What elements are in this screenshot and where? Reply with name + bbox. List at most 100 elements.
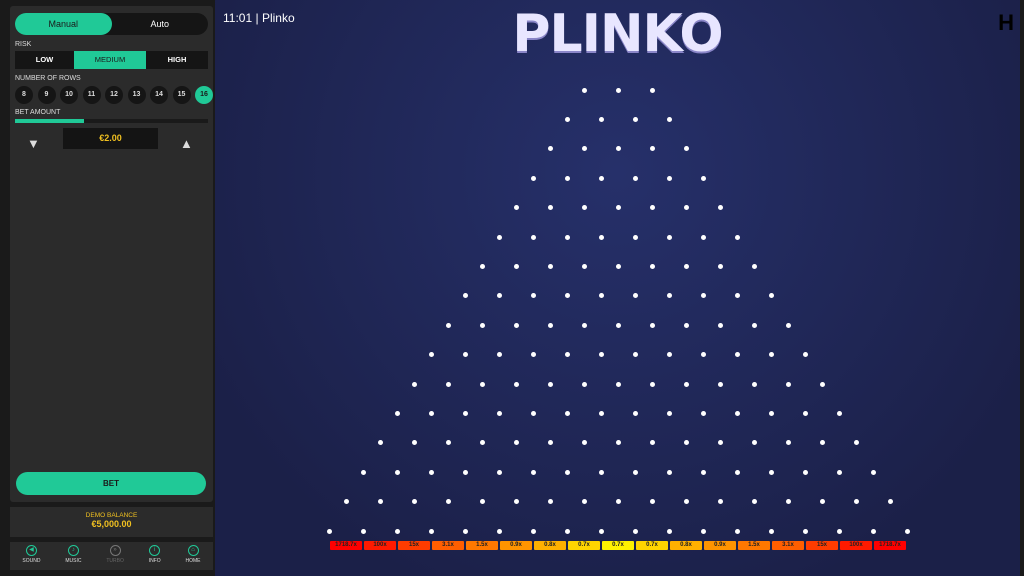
- peg: [751, 381, 757, 387]
- peg: [479, 499, 485, 505]
- multiplier-slot: 0.8x: [534, 541, 566, 550]
- clock: 11:01: [223, 11, 253, 25]
- increase-bet-icon[interactable]: ▲: [180, 136, 193, 151]
- risk-low-button[interactable]: LOW: [35, 55, 54, 64]
- rows-12-button[interactable]: 12: [105, 86, 123, 104]
- peg: [785, 381, 791, 387]
- peg: [530, 410, 536, 416]
- peg: [632, 116, 638, 122]
- info-label: INFO: [148, 558, 161, 564]
- peg: [462, 528, 468, 534]
- peg: [666, 469, 672, 475]
- peg: [496, 410, 502, 416]
- peg: [513, 499, 519, 505]
- risk-high-button[interactable]: HIGH: [167, 55, 187, 64]
- home-button[interactable]: ⌂ HOME: [186, 545, 201, 570]
- peg: [547, 322, 553, 328]
- peg: [496, 352, 502, 358]
- game-board: 11:01 | Plinko PLINKO H 1718.7x 100x 15x 3.…: [215, 0, 1020, 576]
- info-icon: i: [149, 545, 161, 556]
- peg: [598, 175, 604, 181]
- peg: [615, 146, 621, 152]
- peg: [377, 440, 383, 446]
- bet-slider-fill: [15, 119, 85, 123]
- peg: [768, 410, 774, 416]
- peg: [564, 410, 570, 416]
- peg: [785, 499, 791, 505]
- peg: [768, 293, 774, 299]
- rows-16-button[interactable]: 16: [195, 86, 213, 104]
- peg: [649, 381, 655, 387]
- peg: [632, 352, 638, 358]
- mode-toggle: Manual Auto: [15, 13, 208, 35]
- peg: [581, 263, 587, 269]
- peg: [632, 410, 638, 416]
- multiplier-slot: 3.1x: [432, 541, 464, 550]
- sound-label: SOUND: [22, 558, 41, 564]
- peg: [904, 528, 910, 534]
- rows-10-button[interactable]: 10: [60, 86, 78, 104]
- peg: [598, 352, 604, 358]
- rows-8-button[interactable]: 8: [15, 86, 33, 104]
- peg: [581, 499, 587, 505]
- decrease-bet-icon[interactable]: ▼: [27, 136, 40, 151]
- peg: [615, 381, 621, 387]
- peg: [734, 528, 740, 534]
- peg: [683, 381, 689, 387]
- peg: [717, 381, 723, 387]
- rows-9-button[interactable]: 9: [37, 86, 56, 104]
- music-button[interactable]: ♪ MUSIC: [65, 545, 81, 570]
- peg: [666, 352, 672, 358]
- peg: [717, 205, 723, 211]
- multiplier-slot: 100x: [840, 541, 872, 550]
- peg: [326, 528, 332, 534]
- peg: [751, 499, 757, 505]
- brand-icon[interactable]: H: [998, 10, 1014, 35]
- bet-slider[interactable]: [15, 119, 208, 123]
- peg: [445, 499, 451, 505]
- control-panel: Manual Auto RISK LOW MEDIUM HIGH NUMBER …: [10, 6, 213, 502]
- peg: [547, 146, 553, 152]
- peg: [496, 528, 502, 534]
- multiplier-slot: 1.5x: [738, 541, 770, 550]
- peg: [564, 234, 570, 240]
- bet-button[interactable]: BET: [16, 472, 206, 495]
- bet-amount-field[interactable]: €2.00: [63, 128, 158, 149]
- peg: [683, 440, 689, 446]
- peg: [615, 205, 621, 211]
- peg: [598, 410, 604, 416]
- tab-auto[interactable]: Auto: [150, 19, 169, 29]
- rows-15-button[interactable]: 15: [172, 86, 191, 104]
- turbo-button[interactable]: » TURBO: [106, 545, 124, 570]
- peg: [751, 322, 757, 328]
- risk-medium-button[interactable]: MEDIUM: [74, 51, 146, 69]
- sound-button[interactable]: ◀ SOUND: [22, 545, 40, 570]
- rows-13-button[interactable]: 13: [127, 86, 146, 104]
- peg: [717, 263, 723, 269]
- info-button[interactable]: i INFO: [149, 545, 161, 570]
- peg: [870, 469, 876, 475]
- peg: [394, 528, 400, 534]
- peg: [649, 205, 655, 211]
- multiplier-slot: 0.7x: [602, 541, 634, 550]
- peg: [445, 381, 451, 387]
- game-title: Plinko: [261, 11, 295, 25]
- rows-14-button[interactable]: 14: [150, 86, 168, 104]
- peg: [462, 469, 468, 475]
- tab-manual[interactable]: Manual: [15, 13, 112, 35]
- peg: [496, 234, 502, 240]
- peg: [445, 440, 451, 446]
- peg: [649, 87, 655, 93]
- peg: [479, 381, 485, 387]
- peg: [666, 116, 672, 122]
- multiplier-slot: 1718.7x: [874, 541, 906, 550]
- peg: [819, 499, 825, 505]
- multiplier-slot: 1718.7x: [330, 541, 362, 550]
- multiplier-slot: 0.7x: [568, 541, 600, 550]
- rows-11-button[interactable]: 11: [82, 86, 101, 104]
- peg: [836, 528, 842, 534]
- peg: [513, 263, 519, 269]
- peg: [785, 322, 791, 328]
- peg: [547, 381, 553, 387]
- peg: [547, 440, 553, 446]
